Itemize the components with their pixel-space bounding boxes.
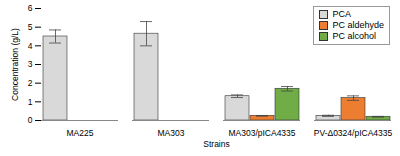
svg-text:MA303: MA303: [158, 128, 185, 138]
svg-text:4: 4: [28, 41, 33, 51]
svg-text:3: 3: [28, 59, 33, 69]
svg-text:6: 6: [28, 3, 33, 13]
svg-text:PV-Δ0324/pICA4335: PV-Δ0324/pICA4335: [314, 128, 393, 138]
html-text:PCA: PCA: [332, 9, 351, 19]
svg-text:MA225: MA225: [67, 128, 94, 138]
svg-text:MA303/pICA4335: MA303/pICA4335: [228, 128, 295, 138]
html-text:PC aldehyde: PC aldehyde: [332, 20, 384, 30]
svg-text:1: 1: [28, 97, 33, 107]
svg-text:Concentration (g/L): Concentration (g/L): [10, 28, 20, 101]
svg-text:2: 2: [28, 78, 33, 88]
svg-text:0: 0: [28, 115, 33, 125]
html-text:PC alcohol: PC alcohol: [332, 31, 376, 41]
svg-text:Strains: Strains: [203, 139, 229, 149]
svg-text:5: 5: [28, 22, 33, 32]
